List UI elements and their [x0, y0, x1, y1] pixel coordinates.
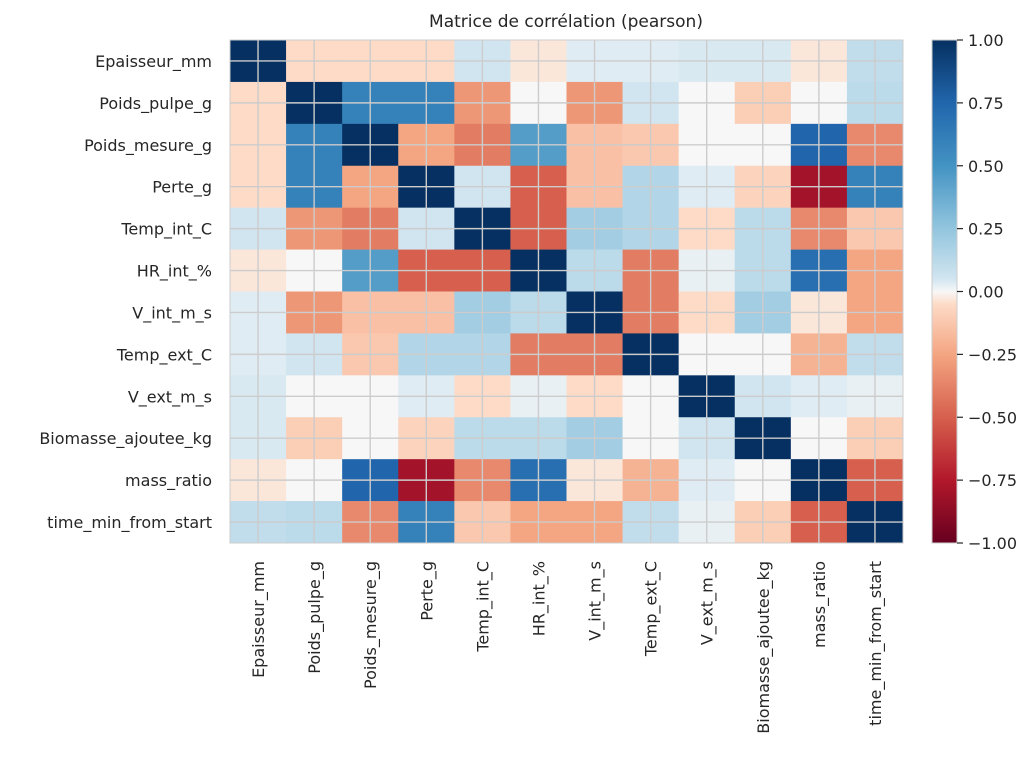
- x-tick-label: Temp_int_C: [473, 561, 493, 653]
- colorbar: 1.00 0.75 0.50 0.25 0.00 −0.25 −0.50 −0.75 −1.00: [931, 31, 1017, 553]
- colorbar-tick-label: −0.50: [968, 408, 1017, 427]
- heatmap-cells: [230, 40, 904, 544]
- x-tick-label: Temp_ext_C: [642, 561, 662, 657]
- y-tick-label: mass_ratio: [125, 471, 212, 491]
- heatmap-grid: [230, 40, 903, 543]
- x-tick-label: mass_ratio: [810, 561, 830, 648]
- y-tick-label: Epaisseur_mm: [95, 52, 212, 72]
- colorbar-tick-label: 0.00: [968, 283, 1004, 302]
- colorbar-ticks: 1.00 0.75 0.50 0.25 0.00 −0.25 −0.50 −0.75 −1.00: [957, 31, 1017, 553]
- y-tick-label: HR_int_%: [137, 262, 212, 282]
- colorbar-tick-label: 0.75: [968, 94, 1004, 113]
- chart-title: Matrice de corrélation (pearson): [429, 12, 703, 32]
- y-tick-label: Biomasse_ajoutee_kg: [39, 429, 212, 449]
- colorbar-tick-label: 0.50: [968, 157, 1004, 176]
- x-tick-label: Poids_pulpe_g: [305, 561, 325, 674]
- y-tick-label: Perte_g: [152, 178, 212, 198]
- colorbar-tick-label: −0.25: [968, 345, 1017, 364]
- y-axis-labels: Epaisseur_mm Poids_pulpe_g Poids_mesure_g P…: [39, 52, 212, 533]
- x-axis-labels: Epaisseur_mm Poids_pulpe_g Poids_mesure_g P…: [249, 561, 886, 734]
- x-tick-label: Poids_mesure_g: [361, 561, 381, 689]
- x-tick-label: Epaisseur_mm: [249, 561, 269, 678]
- x-tick-label: time_min_from_start: [866, 561, 886, 726]
- x-tick-label: HR_int_%: [529, 561, 549, 636]
- colorbar-tick-label: −0.75: [968, 471, 1017, 490]
- x-tick-label: V_int_m_s: [586, 561, 606, 641]
- x-tick-label: V_ext_m_s: [698, 561, 718, 645]
- colorbar-gradient: [931, 39, 958, 544]
- y-tick-label: Poids_mesure_g: [84, 136, 212, 156]
- y-tick-label: Temp_int_C: [120, 220, 212, 240]
- x-tick-label: Perte_g: [417, 561, 437, 621]
- colorbar-tick-label: −1.00: [968, 534, 1017, 553]
- y-tick-label: Temp_ext_C: [116, 345, 212, 365]
- y-tick-label: V_int_m_s: [132, 303, 212, 323]
- x-tick-label: Biomasse_ajoutee_kg: [754, 561, 774, 734]
- colorbar-tick-label: 1.00: [968, 31, 1004, 50]
- y-tick-label: time_min_from_start: [47, 513, 212, 533]
- y-tick-label: V_ext_m_s: [128, 387, 212, 407]
- y-tick-label: Poids_pulpe_g: [99, 94, 212, 114]
- colorbar-tick-label: 0.25: [968, 220, 1004, 239]
- heatmap-frame: [229, 39, 904, 544]
